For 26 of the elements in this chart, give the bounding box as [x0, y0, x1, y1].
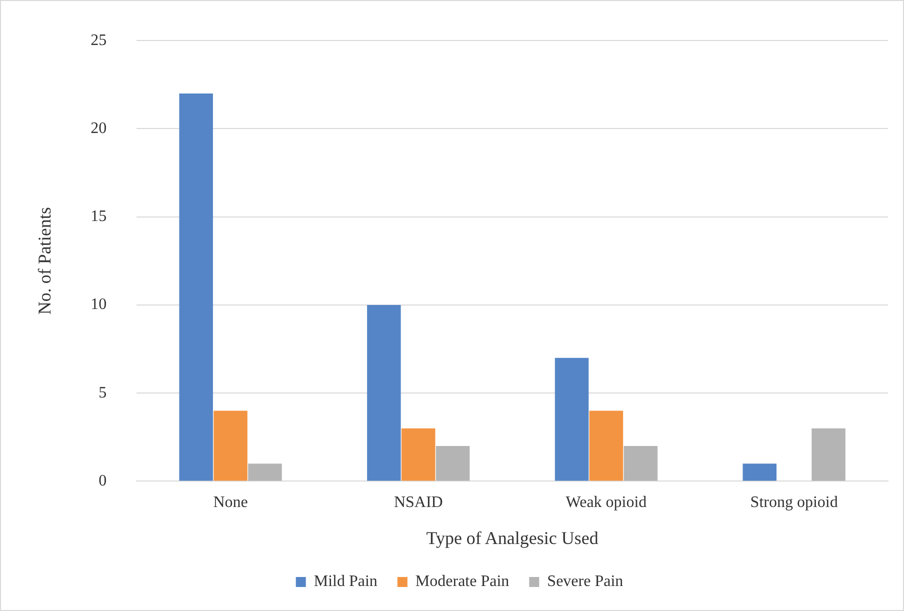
bar	[742, 464, 777, 481]
bar	[554, 358, 589, 481]
y-tick-label: 5	[98, 384, 107, 402]
legend-label: Severe Pain	[547, 573, 624, 590]
y-tick-label: 15	[90, 208, 107, 226]
x-tick-label: Strong opioid	[750, 494, 838, 512]
legend-label: Moderate Pain	[415, 573, 510, 590]
x-tick-label: None	[213, 494, 248, 512]
legend-label: Mild Pain	[314, 573, 378, 590]
x-axis-title: Type of Analgesic Used	[426, 528, 598, 548]
bar	[367, 304, 401, 481]
y-tick-label: 25	[90, 32, 107, 49]
bar	[402, 428, 436, 481]
y-tick-label: 20	[90, 120, 107, 137]
bar	[179, 93, 213, 481]
y-tick-label: 10	[90, 296, 107, 314]
x-tick-label: NSAID	[394, 494, 443, 512]
x-tick-label: Weak opioid	[566, 494, 647, 512]
bar	[624, 446, 658, 481]
bar	[812, 428, 846, 481]
y-axis-title: No. of Patients	[34, 207, 55, 315]
y-tick-label: 0	[98, 472, 107, 490]
bar	[214, 410, 248, 481]
bar	[248, 464, 282, 481]
bar	[589, 410, 624, 481]
bar	[436, 446, 470, 481]
